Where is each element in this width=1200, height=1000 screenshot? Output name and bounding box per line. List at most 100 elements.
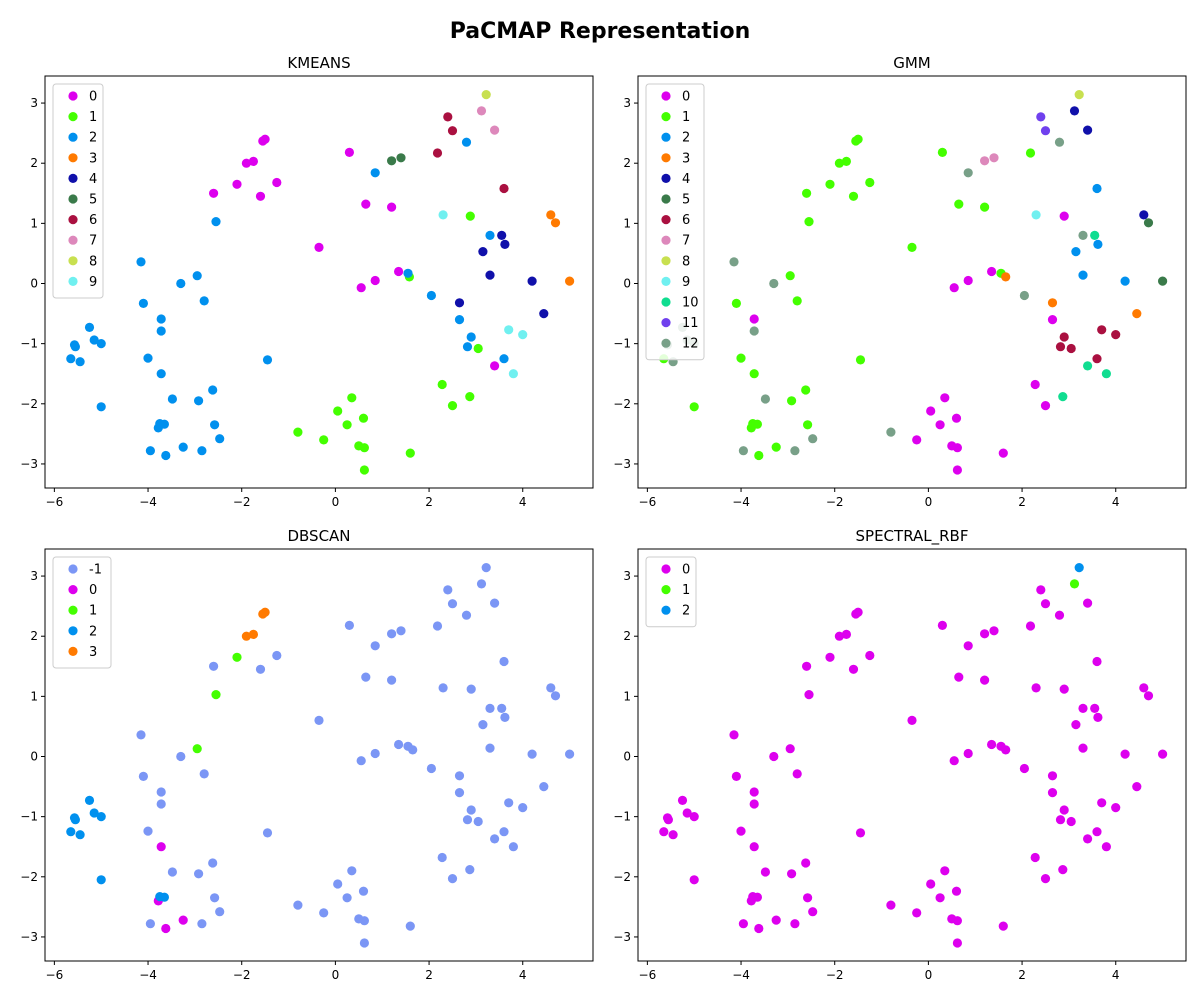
scatter-point [476,579,487,589]
y-tick-label: 1 [30,216,38,230]
scatter-point [952,938,963,948]
scatter-point [1069,106,1080,116]
legend-label: 2 [89,131,97,146]
scatter-point [1059,332,1069,342]
scatter-point [476,106,487,116]
scatter-point [485,703,495,714]
legend-marker [661,235,671,245]
scatter-point [396,626,406,636]
legend-marker [661,91,671,101]
x-tick-label: 4 [519,968,527,982]
legend-label: 0 [682,90,690,105]
x-tick-label: 0 [925,495,933,509]
x-tick-label: −6 [46,495,64,509]
scatter-point [159,892,169,902]
scatter-point [447,874,458,884]
scatter-point [749,799,759,809]
scatter-point [963,641,973,651]
scatter-point [1031,683,1041,693]
scatter-point [539,782,549,792]
scatter-point [1058,392,1068,402]
subplot-spectral_rbf: SPECTRAL_RBF −6 −4 −2 0 2 4 −3 −2 −1 0 1 2 3 0 1 2 [613,527,1187,982]
scatter-point [834,158,845,168]
scatter-point [143,826,153,836]
scatter-point [550,218,561,228]
scatter-point [96,402,106,412]
scatter-point [886,427,896,437]
legend-marker [68,91,78,101]
scatter-point [272,177,282,188]
legend-box [645,556,697,628]
scatter-point [1092,354,1102,364]
scatter-point [825,179,835,189]
scatter-point [803,420,813,430]
scatter-point [405,448,415,458]
scatter-point [447,401,458,411]
scatter-point [387,156,397,166]
legend-label: 8 [89,254,97,269]
scatter-point [178,915,188,925]
scatter-point [454,315,465,325]
scatter-point [485,230,495,240]
scatter-point [314,715,324,726]
scatter-point [1083,125,1093,135]
legend-label: 1 [89,604,97,619]
scatter-point [952,443,963,453]
scatter-point [1069,579,1080,589]
scatter-point [865,650,875,661]
scatter-point [215,907,225,917]
legend-label: 4 [89,172,97,187]
x-tick-label: −2 [826,495,844,509]
y-tick-label: −2 [20,397,38,411]
x-tick-label: 4 [1112,495,1120,509]
scatter-point [1093,239,1103,249]
scatter-point [333,879,343,889]
scatter-point [1066,343,1076,354]
legend-label: 2 [89,624,97,639]
scatter-point [232,179,242,189]
scatter-point [1059,684,1069,694]
scatter-point [209,661,219,671]
scatter-point [462,815,473,825]
scatter-point [359,443,369,453]
scatter-point [96,339,106,349]
scatter-points [659,563,1168,948]
scatter-point [437,379,447,390]
scatter-point [75,830,85,840]
x-tick-label: 2 [425,968,433,982]
scatter-point [89,808,99,818]
scatter-point [66,827,76,837]
legend-label: 9 [682,275,690,290]
scatter-point [394,266,404,277]
scatter-point [443,112,453,122]
scatter-point [998,921,1008,931]
scatter-point [272,650,282,661]
scatter-point [848,664,859,674]
scatter-point [738,446,749,456]
scatter-point [499,183,509,194]
legend-marker [68,235,78,245]
legend-label: 9 [89,275,97,290]
legend-marker [68,173,78,183]
y-tick-label: −1 [20,337,38,351]
scatter-point [518,803,528,813]
scatter-point [771,442,781,452]
scatter-point [1097,325,1107,335]
legend-box [52,556,112,669]
scatter-point [159,419,169,429]
legend-marker [68,646,78,657]
scatter-point [980,156,990,166]
y-tick-label: 1 [623,689,631,703]
legend-marker [68,112,78,122]
legend-label: 3 [89,645,97,660]
y-tick-label: 0 [30,277,38,291]
scatter-point [518,330,528,340]
scatter-point [232,652,242,662]
scatter-point [408,745,418,755]
legend-label: 6 [682,213,690,228]
scatter-point [319,435,329,445]
scatter-point [426,290,436,301]
scatter-point [749,842,759,852]
scatter-point [500,712,510,723]
